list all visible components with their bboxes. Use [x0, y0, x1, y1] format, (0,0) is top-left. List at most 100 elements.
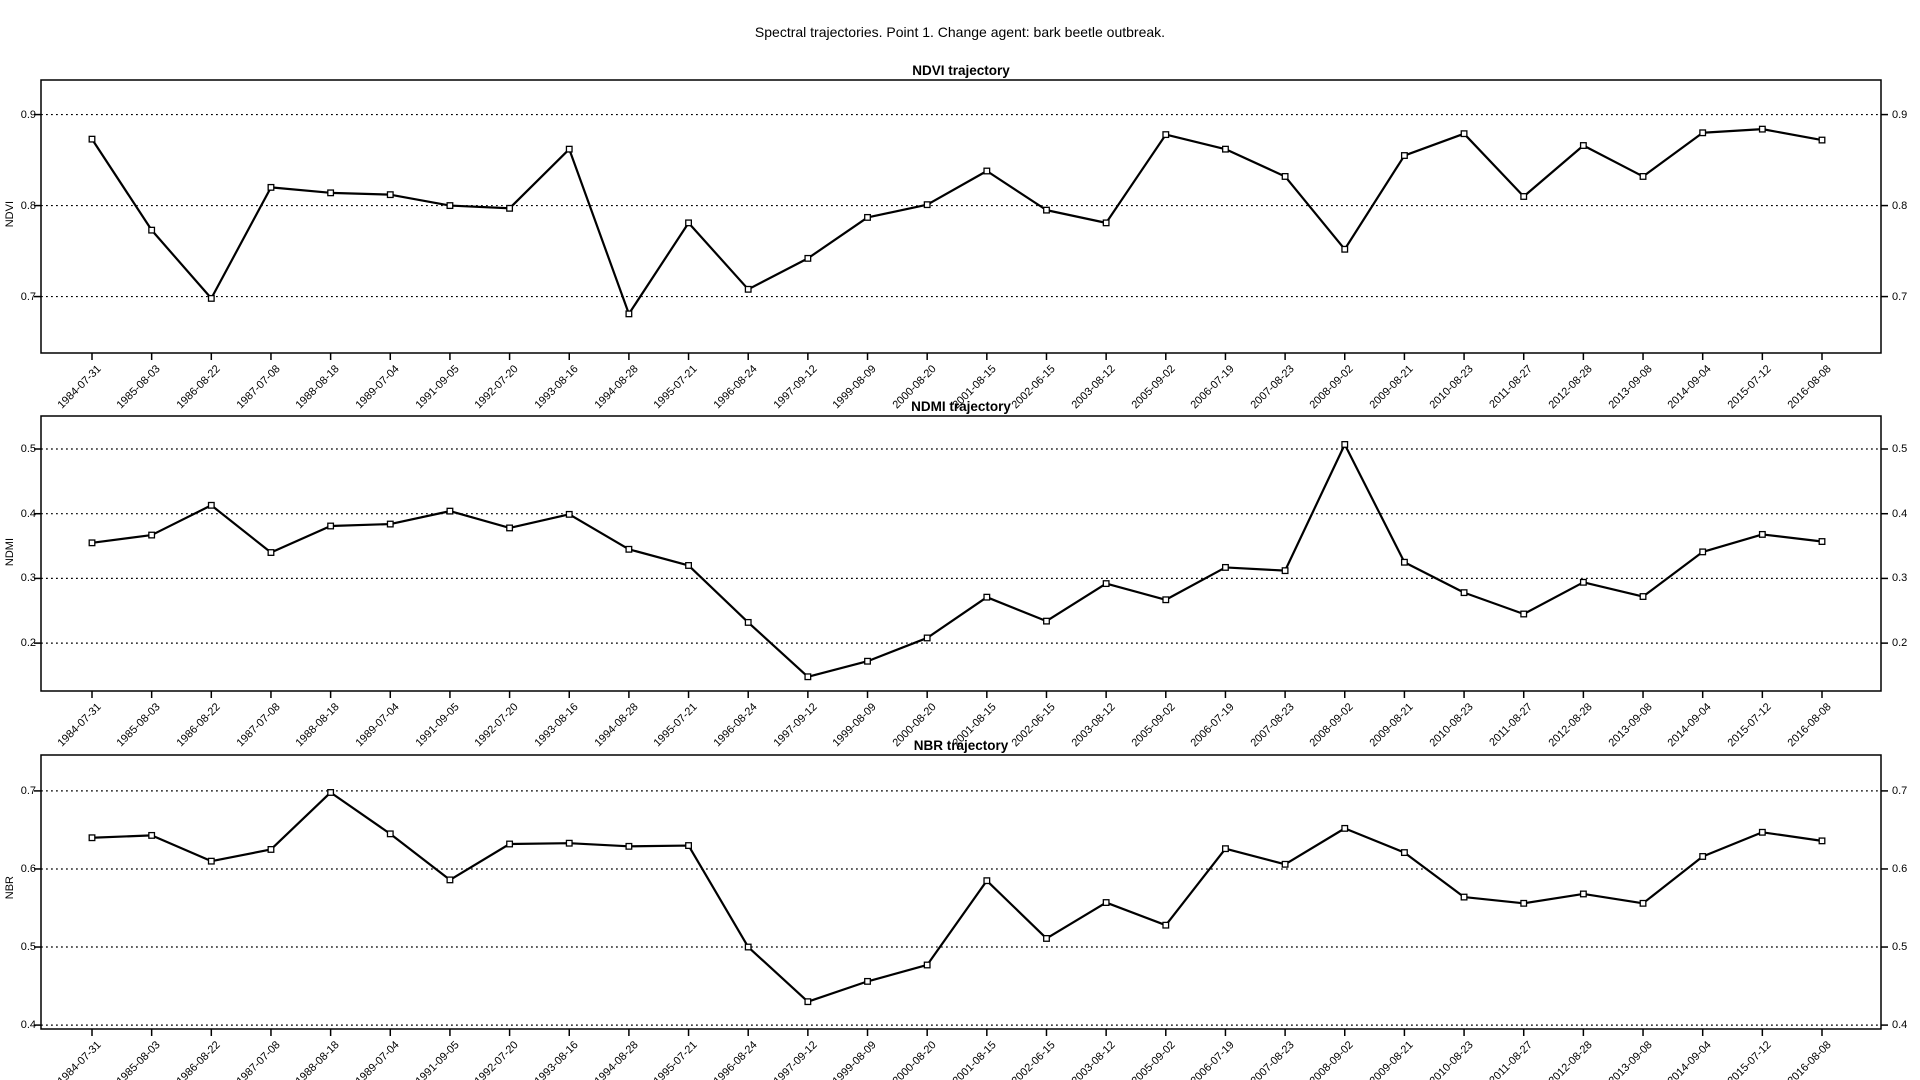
- data-point-marker: [327, 522, 335, 530]
- data-point-marker: [804, 998, 812, 1006]
- data-point-marker: [804, 254, 812, 262]
- data-point-marker: [1043, 617, 1050, 625]
- chart-title: NDVI trajectory: [912, 63, 1010, 78]
- data-point-marker: [1162, 596, 1170, 604]
- data-point-marker: [1699, 548, 1707, 556]
- data-point-marker: [625, 545, 633, 553]
- data-point-marker: [327, 189, 335, 197]
- data-point-marker: [744, 943, 752, 951]
- data-point-marker: [1758, 125, 1766, 133]
- y-tick-label: 0.2: [20, 637, 36, 650]
- data-point-marker: [685, 842, 693, 850]
- data-point-marker: [1400, 558, 1408, 566]
- data-point-marker: [1221, 145, 1229, 153]
- trajectory-line: [91, 443, 1823, 678]
- data-point-marker: [1400, 849, 1408, 857]
- y-tick-label: 0.4: [20, 1019, 36, 1032]
- data-point-marker: [1758, 530, 1766, 538]
- data-point-marker: [1162, 131, 1170, 139]
- data-point-marker: [1520, 193, 1528, 200]
- plot-frame: [40, 415, 1882, 692]
- y-tick-label: 0.6: [20, 862, 36, 875]
- chart-title: NBR trajectory: [913, 738, 1009, 753]
- data-point-marker: [386, 520, 394, 528]
- trajectory-line: [91, 128, 1823, 315]
- data-point-marker: [1102, 580, 1110, 588]
- data-point-marker: [1818, 136, 1826, 144]
- data-point-marker: [864, 657, 871, 665]
- data-point-marker: [1341, 245, 1349, 253]
- data-point-marker: [1818, 538, 1826, 545]
- y-tick-label: 0.2: [1892, 637, 1908, 650]
- data-point-marker: [207, 857, 215, 865]
- data-point-marker: [88, 539, 96, 547]
- plot-frame: [40, 754, 1882, 1030]
- y-tick-label: 0.5: [1892, 941, 1908, 954]
- y-tick-label: 0.5: [1892, 443, 1908, 455]
- data-point-marker: [1281, 860, 1289, 868]
- chart-title: NDMI trajectory: [911, 399, 1011, 414]
- trajectory-line: [91, 791, 1823, 1003]
- y-tick-label: 0.9: [1892, 108, 1908, 121]
- data-point-marker: [625, 310, 633, 318]
- y-tick-label: 0.7: [20, 290, 36, 303]
- data-point-marker: [1639, 899, 1647, 907]
- data-point-marker: [1281, 173, 1289, 180]
- data-point-marker: [1281, 567, 1289, 575]
- data-point-marker: [148, 831, 156, 839]
- figure-title: Spectral trajectories. Point 1. Change a…: [754, 24, 1166, 40]
- data-point-marker: [1699, 129, 1707, 137]
- data-point-marker: [386, 191, 394, 199]
- y-tick-label: 0.8: [20, 199, 36, 212]
- data-point-marker: [88, 834, 96, 842]
- data-point-marker: [625, 842, 633, 850]
- y-axis-label: NBR: [4, 876, 16, 900]
- data-point-marker: [148, 531, 156, 539]
- data-point-marker: [446, 202, 454, 210]
- data-point-marker: [685, 562, 693, 569]
- data-point-marker: [744, 618, 752, 626]
- data-point-marker: [1043, 934, 1050, 942]
- data-point-marker: [267, 846, 275, 853]
- data-point-marker: [506, 524, 514, 532]
- y-tick-label: 0.3: [20, 572, 36, 585]
- data-point-marker: [1102, 899, 1110, 906]
- y-tick-label: 0.4: [1892, 1019, 1908, 1032]
- data-point-marker: [1699, 853, 1707, 860]
- data-point-marker: [983, 877, 991, 885]
- data-point-marker: [1639, 173, 1647, 180]
- data-point-marker: [1579, 578, 1587, 586]
- y-tick-label: 0.5: [20, 941, 36, 954]
- data-point-marker: [446, 507, 454, 515]
- data-point-marker: [1043, 206, 1050, 214]
- data-point-marker: [1520, 610, 1528, 618]
- data-point-marker: [1460, 130, 1468, 138]
- data-point-marker: [446, 876, 454, 884]
- y-tick-label: 0.7: [1892, 784, 1908, 797]
- data-point-marker: [506, 204, 514, 212]
- data-point-marker: [1400, 152, 1408, 159]
- data-point-marker: [685, 219, 693, 227]
- data-point-marker: [1102, 219, 1110, 227]
- data-point-marker: [207, 501, 215, 509]
- data-point-marker: [386, 830, 394, 838]
- data-point-marker: [983, 593, 991, 601]
- data-point-marker: [864, 213, 871, 221]
- y-tick-label: 0.8: [1892, 199, 1908, 212]
- data-point-marker: [1460, 589, 1468, 597]
- data-point-marker: [923, 634, 931, 642]
- y-axis-label: NDMI: [4, 537, 16, 566]
- data-point-marker: [565, 145, 573, 153]
- y-tick-label: 0.7: [1892, 290, 1908, 303]
- data-point-marker: [1221, 845, 1229, 853]
- data-point-marker: [506, 840, 514, 848]
- data-point-marker: [1221, 563, 1229, 571]
- data-point-marker: [744, 285, 752, 293]
- y-axis-label: NDVI: [4, 200, 16, 227]
- data-point-marker: [804, 673, 812, 681]
- data-point-marker: [267, 183, 275, 191]
- data-point-marker: [207, 294, 215, 302]
- data-point-marker: [1818, 837, 1826, 845]
- data-point-marker: [565, 839, 573, 847]
